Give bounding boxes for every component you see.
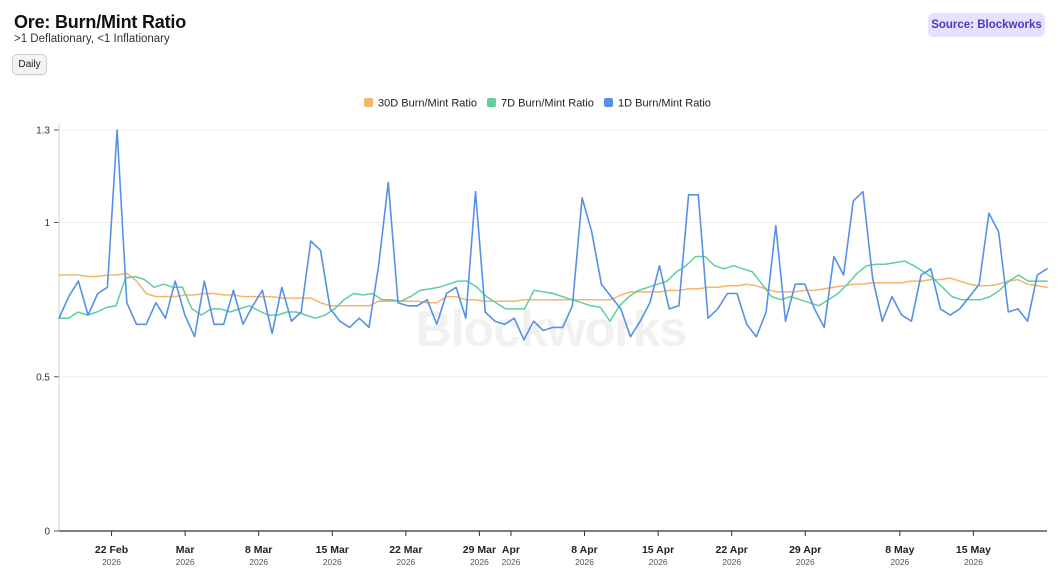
source-badge[interactable]: Source: Blockworks <box>928 13 1045 37</box>
y-tick-label: 0 <box>44 527 50 538</box>
x-tick-year: 2026 <box>396 557 415 567</box>
grid-lines <box>59 129 1047 378</box>
x-tick-year: 2026 <box>649 557 668 567</box>
x-tick-label: 8 Apr <box>571 544 597 556</box>
x-tick-year: 2026 <box>722 557 741 567</box>
page-subtitle: >1 Deflationary, <1 Inflationary <box>14 33 170 45</box>
x-tick-year: 2026 <box>102 557 121 567</box>
legend-swatch-30d <box>364 98 373 107</box>
y-tick-label: 0.5 <box>36 372 50 383</box>
x-tick-year: 2026 <box>470 557 489 567</box>
x-tick-year: 2026 <box>249 557 268 567</box>
x-tick-year: 2026 <box>323 557 342 567</box>
x-tick-label: 15 May <box>956 544 991 556</box>
y-tick-label: 1.3 <box>36 126 50 137</box>
legend-label-7d[interactable]: 7D Burn/Mint Ratio <box>501 98 594 110</box>
x-tick-label: 8 May <box>885 544 914 556</box>
page-title: Ore: Burn/Mint Ratio <box>14 12 186 32</box>
legend-swatch-7d <box>487 98 496 107</box>
x-tick-year: 2026 <box>796 557 815 567</box>
x-tick-label: 22 Apr <box>716 544 748 556</box>
legend: 30D Burn/Mint Ratio 7D Burn/Mint Ratio 1D … <box>364 98 711 110</box>
x-tick-label: Mar <box>176 544 195 556</box>
legend-swatch-1d <box>604 98 613 107</box>
x-tick-label: 22 Feb <box>95 544 128 556</box>
x-tick-label: 15 Apr <box>642 544 674 556</box>
series-lines <box>58 129 1048 341</box>
x-tick-label: 8 Mar <box>245 544 272 556</box>
x-tick-year: 2026 <box>501 557 520 567</box>
x-tick-label: 29 Mar <box>463 544 496 556</box>
legend-label-1d[interactable]: 1D Burn/Mint Ratio <box>618 98 711 110</box>
series-line-7d[interactable] <box>58 255 1048 322</box>
x-tick-year: 2026 <box>575 557 594 567</box>
daily-button[interactable]: Daily <box>12 54 47 75</box>
series-line-30d[interactable] <box>58 272 1048 307</box>
x-tick-year: 2026 <box>890 557 909 567</box>
x-tick-year: 2026 <box>176 557 195 567</box>
watermark-text: Blockworks <box>416 301 687 357</box>
x-tick-label: 29 Apr <box>789 544 821 556</box>
y-tick-label: 1 <box>44 218 50 229</box>
x-tick-label: 15 Mar <box>316 544 349 556</box>
y-axis: 0 0.5 1 1.3 <box>36 124 60 538</box>
legend-label-30d[interactable]: 30D Burn/Mint Ratio <box>378 98 477 110</box>
x-tick-label: Apr <box>502 544 520 556</box>
series-line-1d[interactable] <box>58 129 1048 341</box>
x-tick-year: 2026 <box>964 557 983 567</box>
x-tick-label: 22 Mar <box>389 544 422 556</box>
